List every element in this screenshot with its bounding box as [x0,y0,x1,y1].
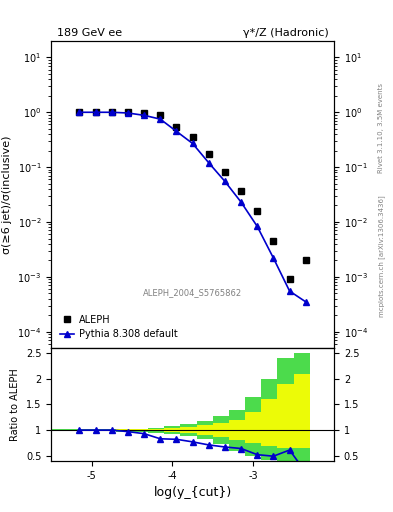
Y-axis label: Ratio to ALEPH: Ratio to ALEPH [10,368,20,441]
Pythia 8.308 default [190,140,195,146]
ALEPH [255,208,260,214]
Pythia 8.308 default [271,255,276,261]
Pythia 8.308 default [158,116,163,122]
Text: γ*/Z (Hadronic): γ*/Z (Hadronic) [242,28,329,38]
Text: mcplots.cern.ch [arXiv:1306.3436]: mcplots.cern.ch [arXiv:1306.3436] [378,195,385,317]
Pythia 8.308 default [239,199,243,205]
ALEPH [77,109,82,115]
Text: Rivet 3.1.10, 3.5M events: Rivet 3.1.10, 3.5M events [378,83,384,173]
Pythia 8.308 default [142,112,147,118]
Text: 189 GeV ee: 189 GeV ee [57,28,122,38]
Pythia 8.308 default [222,178,227,184]
Pythia 8.308 default [77,109,82,115]
ALEPH [206,152,211,158]
ALEPH [93,109,98,115]
ALEPH [174,123,179,130]
ALEPH [222,169,227,175]
Line: Pythia 8.308 default: Pythia 8.308 default [76,109,309,305]
ALEPH [239,188,243,195]
ALEPH [287,276,292,283]
Pythia 8.308 default [93,109,98,115]
Pythia 8.308 default [287,288,292,294]
Pythia 8.308 default [206,160,211,166]
Text: ALEPH_2004_S5765862: ALEPH_2004_S5765862 [143,288,242,297]
Pythia 8.308 default [303,299,308,305]
Pythia 8.308 default [109,109,114,115]
Pythia 8.308 default [125,110,130,116]
ALEPH [303,257,308,263]
ALEPH [158,112,163,118]
Y-axis label: σ(≥6 jet)/σ(inclusive): σ(≥6 jet)/σ(inclusive) [2,135,12,254]
Pythia 8.308 default [255,223,260,229]
Legend: ALEPH, Pythia 8.308 default: ALEPH, Pythia 8.308 default [56,311,182,344]
ALEPH [125,109,130,115]
ALEPH [190,134,195,140]
X-axis label: log(y_{cut}): log(y_{cut}) [153,486,232,499]
Pythia 8.308 default [174,128,179,134]
ALEPH [271,238,276,244]
ALEPH [109,109,114,115]
Line: ALEPH: ALEPH [76,109,309,283]
ALEPH [142,111,147,117]
